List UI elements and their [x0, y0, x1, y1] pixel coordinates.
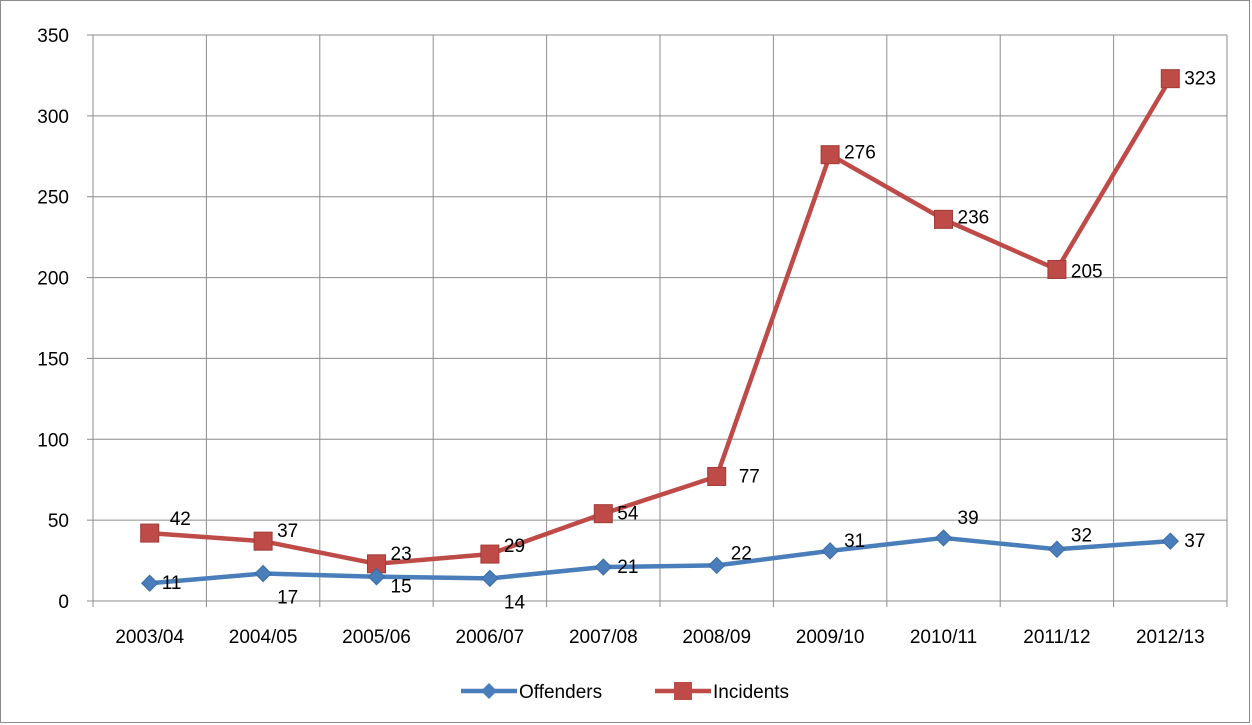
x-axis-ticks: 2003/04 2004/05 2005/06 2006/07 2007/08 2008/…: [93, 601, 1227, 648]
y-tick-label: 150: [37, 349, 69, 370]
offenders-data-label: 14: [504, 592, 526, 613]
x-tick-label: 2006/07: [456, 627, 525, 648]
y-tick-label: 350: [37, 26, 69, 47]
incidents-data-label: 42: [170, 509, 191, 530]
offenders-marker: [1162, 533, 1178, 549]
incidents-legend-label: Incidents: [713, 682, 789, 703]
incidents-data-label: 323: [1184, 69, 1216, 90]
offenders-legend-label: Offenders: [519, 682, 602, 703]
offenders-data-label: 11: [162, 573, 182, 594]
incidents-marker: [141, 524, 159, 542]
offenders-data-label: 32: [1071, 525, 1092, 546]
offenders-marker: [482, 570, 498, 586]
offenders-data-label: 39: [958, 508, 979, 529]
x-tick-label: 2011/12: [1023, 627, 1090, 648]
incidents-data-label: 29: [504, 536, 525, 557]
incidents-data-label: 54: [617, 504, 639, 525]
incidents-marker: [708, 467, 726, 485]
x-tick-label: 2010/11: [910, 627, 977, 648]
y-tick-label: 0: [58, 592, 69, 613]
offenders-data-label: 31: [844, 531, 865, 552]
incidents-marker: [1048, 260, 1066, 278]
offenders-data-label: 15: [391, 577, 412, 598]
x-tick-label: 2007/08: [569, 627, 638, 648]
offenders-legend-marker: [481, 683, 497, 699]
offenders-data-label: 22: [731, 543, 752, 564]
x-tick-label: 2004/05: [229, 627, 298, 648]
offenders-marker: [142, 575, 158, 591]
offenders-data-label: 17: [277, 588, 298, 609]
incidents-marker: [1161, 70, 1179, 88]
x-tick-label: 2012/13: [1136, 627, 1205, 648]
x-tick-label: 2009/10: [796, 627, 865, 648]
incidents-marker: [481, 545, 499, 563]
offenders-marker: [822, 543, 838, 559]
x-tick-label: 2005/06: [342, 627, 411, 648]
offenders-data-label: 37: [1184, 531, 1205, 552]
y-tick-label: 100: [37, 430, 69, 451]
incidents-data-label: 37: [277, 521, 298, 542]
incidents-marker: [821, 146, 839, 164]
gridlines: [93, 35, 1227, 601]
offenders-marker: [709, 557, 725, 573]
offenders-marker: [936, 530, 952, 546]
y-tick-label: 250: [37, 188, 69, 209]
incidents-data-label: 236: [958, 207, 990, 228]
offenders-marker: [255, 566, 271, 582]
incidents-data-label: 276: [844, 143, 876, 164]
incidents-legend-marker: [674, 682, 692, 700]
incidents-data-label: 77: [739, 466, 760, 487]
y-tick-label: 50: [48, 511, 69, 532]
legend: Offenders Incidents: [461, 682, 789, 703]
incidents-marker: [254, 532, 272, 550]
incidents-data-label: 205: [1071, 261, 1103, 282]
y-tick-label: 200: [37, 269, 69, 290]
offenders-marker: [595, 559, 611, 575]
y-tick-label: 300: [37, 107, 69, 128]
incidents-marker: [594, 505, 612, 523]
incidents-marker: [935, 210, 953, 228]
offenders-marker: [1049, 541, 1065, 557]
x-tick-label: 2003/04: [115, 627, 184, 648]
x-tick-label: 2008/09: [682, 627, 751, 648]
incidents-data-label: 23: [391, 544, 412, 565]
y-axis-ticks: 0 50 100 150 200 250 300 350: [37, 26, 93, 613]
offenders-data-label: 21: [617, 557, 638, 578]
